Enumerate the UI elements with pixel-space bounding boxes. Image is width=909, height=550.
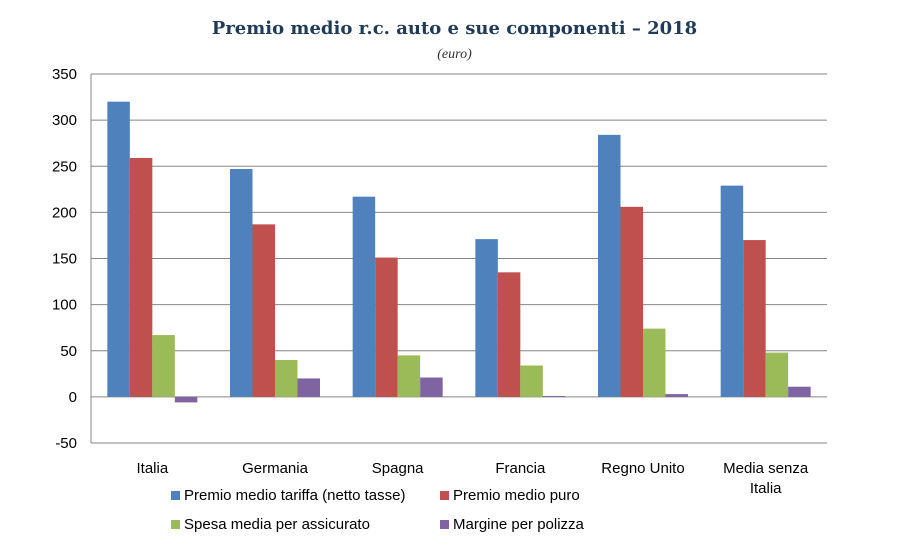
legend-item: Spesa media per assicurato (171, 516, 370, 533)
legend-swatch (440, 491, 449, 500)
bar (252, 224, 275, 397)
bar (497, 272, 521, 397)
x-tick-label: Germania (242, 460, 309, 477)
bar (720, 185, 744, 397)
bar-layer (107, 101, 811, 403)
chart-title: Premio medio r.c. auto e sue componenti … (211, 18, 698, 39)
legend-label: Spesa media per assicurato (184, 516, 370, 533)
x-tick-label: Francia (495, 460, 546, 477)
bar (765, 352, 789, 397)
legend-swatch (171, 520, 180, 529)
x-tick-label: Italia (136, 460, 168, 477)
y-tick-label: 200 (52, 204, 77, 221)
legend-item: Margine per polizza (440, 516, 584, 533)
y-tick-label: 0 (69, 389, 77, 406)
chart-subtitle: (euro) (437, 47, 472, 62)
y-tick-label: 100 (52, 297, 77, 314)
bar (643, 328, 666, 397)
grid-layer (91, 73, 827, 444)
bar (542, 395, 566, 397)
bar (743, 240, 766, 397)
y-tick-label: -50 (55, 435, 77, 452)
legend-label: Premio medio puro (453, 487, 580, 504)
bar (665, 394, 688, 397)
bar (475, 239, 498, 397)
x-tick-label: Media senza (723, 460, 809, 477)
bar (520, 365, 543, 397)
x-tick-label: Italia (750, 480, 782, 497)
bar (397, 355, 421, 397)
bar (375, 257, 398, 397)
legend-label: Margine per polizza (453, 516, 584, 533)
bar (174, 396, 198, 403)
x-tick-label: Spagna (372, 460, 424, 477)
bar (352, 196, 376, 397)
bar (788, 386, 811, 397)
y-tick-label: 300 (52, 112, 77, 129)
axis-layer: -50 0 50 100 150 200 250 300 350 Italia Germania Sp… (52, 66, 809, 497)
legend-swatch (440, 520, 449, 529)
bar (275, 359, 298, 397)
y-tick-label: 150 (52, 251, 77, 268)
bar (598, 134, 621, 397)
legend-item: Premio medio puro (440, 487, 580, 504)
bar (620, 206, 643, 397)
legend-item: Premio medio tariffa (netto tasse) (171, 487, 405, 504)
legend-label: Premio medio tariffa (netto tasse) (184, 487, 406, 504)
bar (107, 101, 130, 397)
bar (129, 157, 153, 397)
y-tick-label: 350 (52, 66, 77, 83)
x-tick-label: Regno Unito (601, 460, 684, 477)
legend-swatch (171, 491, 180, 500)
bar (230, 169, 253, 397)
bar (420, 377, 443, 397)
y-tick-label: 250 (52, 158, 77, 175)
y-tick-label: 50 (60, 343, 77, 360)
bar (152, 335, 175, 397)
bar (297, 378, 320, 397)
